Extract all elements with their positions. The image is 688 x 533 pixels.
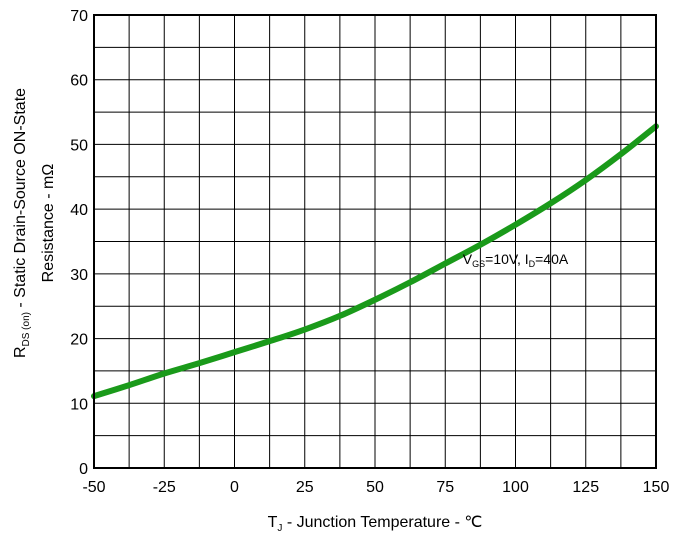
x-axis-label-sub: J bbox=[277, 523, 282, 533]
annotation-v-sub: GS bbox=[472, 259, 485, 269]
y-tick-labels: 0 10 20 30 40 50 60 70 bbox=[70, 8, 88, 478]
y-tick-label: 60 bbox=[70, 73, 88, 90]
x-tick-label: 125 bbox=[572, 479, 599, 496]
x-tick-label: 50 bbox=[366, 479, 384, 496]
x-axis-label-rest: - Junction Temperature - ℃ bbox=[282, 514, 482, 531]
x-tick-label: -50 bbox=[82, 479, 105, 496]
y-tick-label: 20 bbox=[70, 332, 88, 349]
y-tick-label: 50 bbox=[70, 137, 88, 154]
y-axis-label-sub: DS (on) bbox=[21, 312, 32, 346]
series-line bbox=[91, 123, 659, 400]
x-tick-label: 100 bbox=[502, 479, 529, 496]
condition-annotation: VGS=10V, ID=40A bbox=[463, 251, 569, 269]
y-tick-label: 10 bbox=[70, 396, 88, 413]
x-tick-label: 75 bbox=[436, 479, 454, 496]
x-tick-label: 0 bbox=[230, 479, 239, 496]
y-tick-label: 30 bbox=[70, 267, 88, 284]
plot-border bbox=[93, 14, 657, 469]
x-tick-label: 150 bbox=[643, 479, 670, 496]
y-axis-label-line1: RDS (on) - Static Drain-Source ON-State bbox=[12, 88, 32, 358]
y-tick-label: 40 bbox=[70, 202, 88, 219]
x-tick-label: 25 bbox=[296, 479, 314, 496]
x-axis-label: TJ - Junction Temperature - ℃ bbox=[268, 514, 483, 533]
annotation-i-sub: D bbox=[529, 259, 536, 269]
x-axis-label-main: T bbox=[268, 514, 278, 531]
grid bbox=[94, 15, 656, 468]
annotation-v-rest: =10V, I bbox=[485, 251, 528, 267]
x-tick-labels: -50 -25 0 25 50 75 100 125 150 bbox=[82, 479, 669, 496]
y-axis-label-line2: Resistance - mΩ bbox=[40, 164, 57, 283]
annotation-i-rest: =40A bbox=[535, 251, 569, 267]
annotation-v: V bbox=[463, 251, 473, 267]
y-tick-label: 70 bbox=[70, 8, 88, 25]
y-axis-label-main: R bbox=[12, 346, 29, 358]
x-tick-label: -25 bbox=[153, 479, 176, 496]
y-tick-label: 0 bbox=[79, 461, 88, 478]
y-axis-label-rest: - Static Drain-Source ON-State bbox=[12, 88, 29, 312]
